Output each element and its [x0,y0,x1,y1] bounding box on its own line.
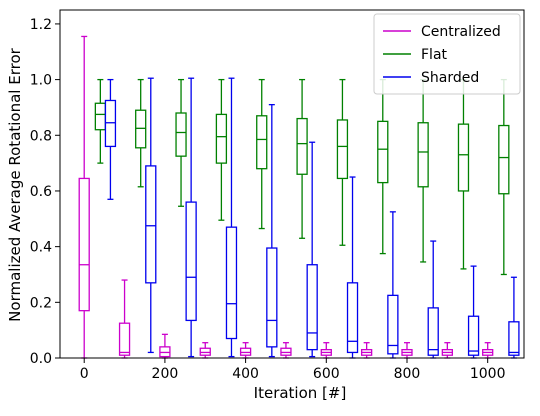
plot-frame [59,9,525,359]
boxplot-sharded-0 [104,78,117,200]
box-sharded [467,315,480,356]
legend-box [373,13,521,95]
boxplot-sharded-1000 [508,276,520,359]
box-flat [457,123,470,192]
box-flat [417,122,429,188]
y-tick-label: 0.6 [30,184,52,200]
boxplot-centralized-300 [199,342,211,359]
boxplot-centralized-800 [401,342,413,359]
box-sharded [266,247,278,348]
boxplot-flat-1000 [498,78,510,276]
boxplot-sharded-400 [266,104,278,358]
axes: 0 200 400 600 800 1000 0.0 0.2 0.4 0.6 0.8 1.0 1.2 [30,9,525,382]
box-flat [336,119,349,180]
boxplot-flat-700 [377,78,389,255]
box-flat [296,117,308,175]
y-tick-label: 0.8 [30,128,52,144]
x-tick-label: 1000 [470,366,506,382]
legend-label-centralized: Centralized [421,24,501,40]
y-tick-label: 1.0 [30,73,52,89]
boxplot-flat-900 [457,78,470,270]
boxplot-centralized-900 [441,342,453,359]
legend-label-flat: Flat [421,47,448,63]
x-axis-label: Iteration [#] [254,384,347,402]
boxplot-sharded-700 [387,211,399,359]
box-flat [94,102,106,131]
boxplot-sharded-600 [346,176,359,359]
box-flat [135,109,147,149]
boxplot-centralized-200 [159,333,171,359]
legend: Centralized Flat Sharded [373,13,521,95]
boxplot-flat-800 [417,78,429,263]
box-centralized [78,177,90,312]
legend-label-sharded: Sharded [421,70,479,86]
box-centralized [199,347,211,356]
box-flat [175,112,187,157]
boxplot-sharded-300 [225,77,238,358]
boxplot-flat-500 [296,78,308,239]
box-flat [215,113,228,164]
boxplot-flat-300 [215,78,228,221]
boxplot-centralized-1000 [482,342,494,359]
x-tick-label: 0 [80,366,89,382]
box-centralized [280,347,292,356]
boxplot-centralized-0 [78,35,90,359]
y-tick-label: 0.0 [30,351,52,367]
box-flat [377,120,389,184]
box-sharded [225,226,238,340]
box-sharded [387,294,399,355]
boxplot-sharded-200 [185,77,197,358]
box-flat [256,115,268,170]
x-tick-label: 400 [232,366,259,382]
y-tick-label: 0.4 [30,240,52,256]
boxplot-flat-200 [175,78,187,207]
boxplot-flat-100 [135,78,147,188]
box-sharded [427,307,439,356]
box-centralized [239,347,252,356]
boxplot-flat-0 [94,78,106,164]
boxplot-centralized-100 [118,279,131,359]
boxplot-centralized-400 [239,342,252,359]
box-sharded [306,264,318,351]
boxplot-flat-600 [336,78,349,246]
y-tick-label: 1.2 [30,17,52,33]
y-axis-label: Normalized Average Rotational Error [6,47,24,321]
box-sharded [185,201,197,322]
boxplot-centralized-500 [280,342,292,359]
x-tick-label: 200 [152,366,179,382]
boxplot-flat-400 [256,78,268,230]
boxplot-sharded-900 [467,265,480,359]
x-tick-label: 600 [313,366,340,382]
boxplot-sharded-100 [145,77,157,354]
boxplot-centralized-700 [360,342,373,359]
x-tick-label: 800 [394,366,421,382]
boxplot-sharded-500 [306,141,318,358]
plot-marks [78,35,520,359]
box-centralized [159,346,171,358]
boxplot-centralized-600 [320,342,332,359]
box-flat [498,124,510,195]
boxplot-sharded-800 [427,240,439,359]
box-centralized [118,322,131,356]
box-sharded [508,321,520,356]
box-sharded [145,165,157,284]
box-sharded [104,99,117,148]
y-tick-label: 0.2 [30,295,52,311]
box-sharded [346,282,359,354]
